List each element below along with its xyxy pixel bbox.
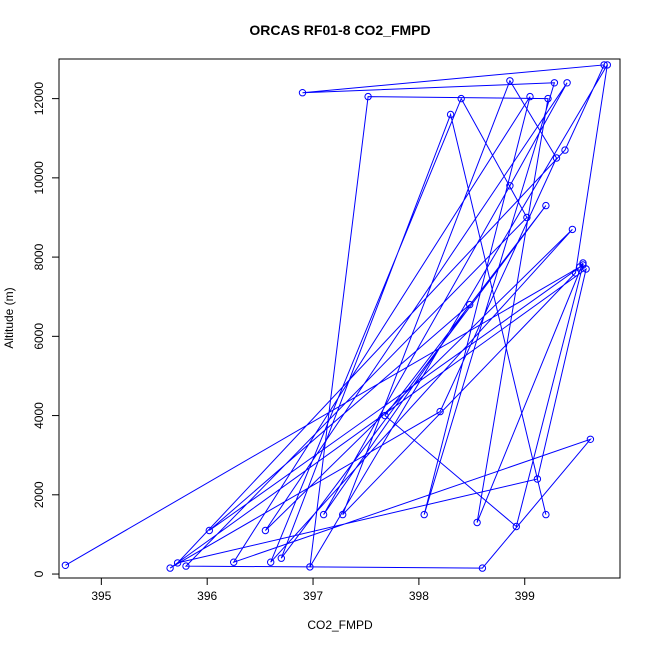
data-point [600, 61, 608, 69]
y-tick-label: 8000 [32, 243, 46, 270]
data-point [457, 94, 465, 103]
data-point [544, 94, 552, 103]
data-point [306, 563, 314, 571]
data-point [267, 558, 275, 566]
data-point [506, 182, 514, 190]
data-point [436, 407, 444, 416]
data-point [563, 79, 571, 87]
y-axis: 0 2000 4000 6000 8000 10000 12000 [32, 82, 60, 577]
plot-area [61, 61, 611, 572]
x-axis-label: CO2_FMPD [307, 618, 373, 632]
data-point [603, 61, 611, 69]
y-tick-label: 2000 [32, 481, 46, 508]
chart-title: ORCAS RF01-8 CO2_FMPD [249, 22, 430, 38]
data-point [586, 435, 595, 443]
data-point [364, 92, 372, 101]
data-point [526, 92, 534, 101]
data-point [542, 201, 550, 210]
data-point [277, 554, 285, 562]
data-point [533, 475, 542, 483]
data-point [552, 154, 561, 162]
data-point [339, 510, 347, 519]
data-point [579, 261, 587, 269]
y-tick-label: 12000 [32, 82, 46, 116]
x-tick-label: 395 [91, 589, 111, 603]
data-point [205, 526, 214, 535]
data-point [571, 269, 580, 277]
x-axis: 395 396 397 398 399 [91, 577, 535, 603]
data-point [550, 79, 559, 87]
data-point [381, 411, 389, 420]
data-point [261, 526, 270, 535]
data-point [523, 213, 531, 222]
y-tick-label: 4000 [32, 402, 46, 429]
data-point [506, 77, 514, 85]
data-point [61, 561, 70, 569]
data-point [298, 89, 307, 97]
y-tick-label: 10000 [32, 161, 46, 195]
data-point [568, 225, 577, 234]
x-tick-label: 396 [197, 589, 217, 603]
y-axis-label: Altitude (m) [2, 287, 16, 348]
data-point [579, 259, 587, 267]
data-point [561, 146, 569, 154]
series-line [65, 64, 608, 569]
x-tick-label: 399 [515, 589, 535, 603]
data-point [182, 562, 190, 570]
data-point [542, 510, 550, 519]
x-tick-label: 397 [303, 589, 323, 603]
data-point [512, 522, 520, 531]
data-point [473, 518, 481, 527]
data-point [478, 564, 487, 572]
y-tick-label: 6000 [32, 323, 46, 350]
data-point [173, 559, 182, 567]
y-tick-label: 0 [32, 570, 46, 577]
data-point [446, 110, 455, 119]
data-point [230, 558, 238, 566]
plot-border [58, 58, 621, 579]
data-point [166, 564, 174, 572]
data-point [466, 300, 474, 309]
data-point [319, 510, 328, 519]
data-point [420, 510, 428, 519]
x-tick-label: 398 [409, 589, 429, 603]
